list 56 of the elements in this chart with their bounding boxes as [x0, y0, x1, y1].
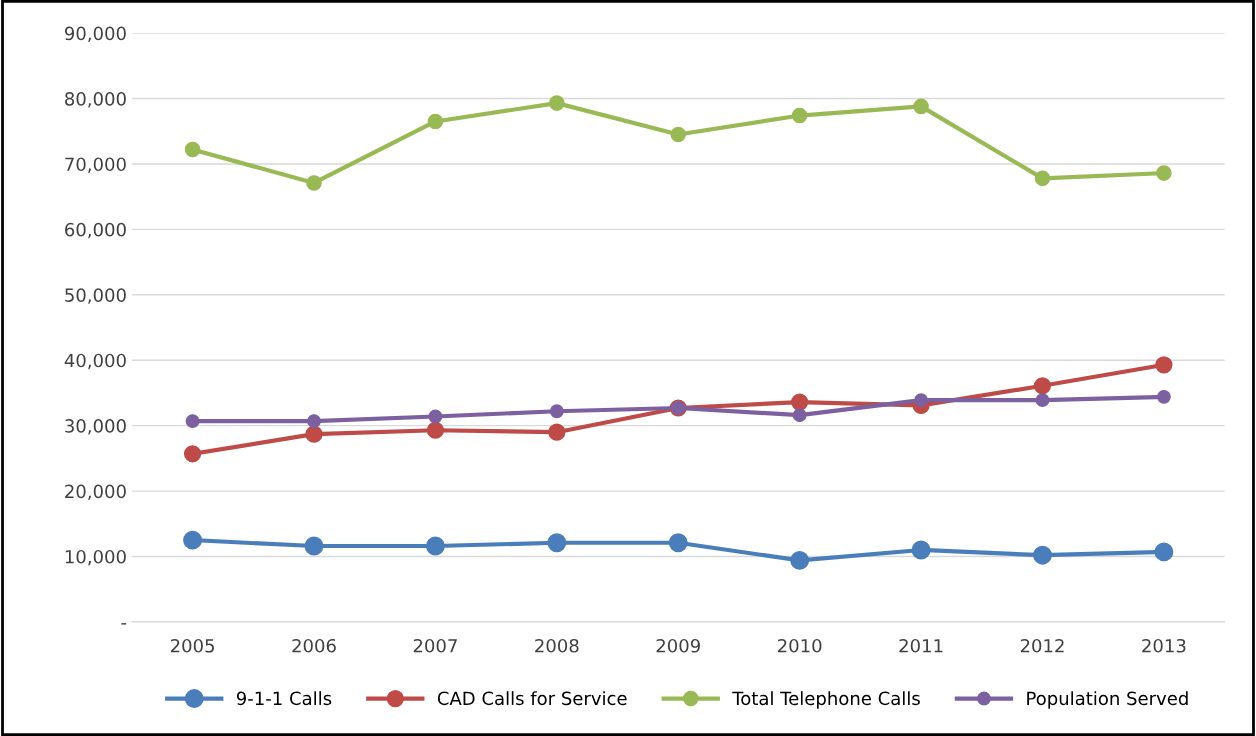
point [305, 425, 323, 443]
point [1033, 545, 1052, 565]
x-tick-label: 2007 [413, 638, 457, 653]
y-tick-label: 90,000 [64, 26, 126, 43]
point [914, 393, 929, 408]
point [1155, 356, 1173, 374]
legend-label: CAD Calls for Service [437, 691, 627, 706]
point [427, 113, 444, 130]
point [426, 421, 445, 439]
y-tick-label: 60,000 [65, 222, 126, 239]
legend-label: 9-1-1 Calls [236, 691, 332, 706]
x-tick-label: 2009 [656, 638, 700, 653]
point [1154, 542, 1174, 562]
point [1156, 165, 1172, 181]
point [791, 107, 808, 124]
point [549, 95, 565, 111]
point [1034, 170, 1051, 187]
y-tick-label: 80,000 [65, 92, 126, 108]
point [1035, 393, 1050, 408]
point [183, 445, 202, 463]
y-tick-label: 10,000 [65, 549, 126, 566]
point [306, 175, 322, 191]
y-tick-label: 30,000 [65, 419, 126, 435]
point [1033, 377, 1052, 395]
legend-label: Total Telephone Calls [732, 691, 920, 709]
x-tick-label: 2008 [535, 638, 579, 653]
point [185, 414, 200, 429]
y-tick-label: 50,000 [65, 288, 126, 304]
y-tick-label: - [121, 623, 127, 625]
x-tick-label: 2006 [292, 638, 336, 653]
x-tick-label: 2012 [1020, 638, 1064, 653]
y-tick-label: 20,000 [65, 484, 126, 501]
x-tick-label: 2013 [1142, 638, 1186, 653]
point [668, 533, 688, 553]
point [547, 533, 567, 553]
x-tick-label: 2010 [778, 638, 822, 653]
legend-label: Population Served [1027, 691, 1188, 709]
point [304, 536, 324, 556]
point [911, 540, 931, 560]
point [790, 550, 810, 570]
point [307, 414, 321, 429]
x-tick-label: 2011 [899, 638, 943, 653]
point [548, 423, 566, 441]
point [913, 98, 929, 115]
y-tick-label: 40,000 [64, 353, 126, 370]
point [183, 530, 203, 550]
point [1156, 389, 1171, 404]
y-tick-label: 70,000 [65, 157, 126, 173]
point [549, 404, 564, 419]
x-tick-label: 2005 [170, 638, 214, 653]
point [791, 393, 809, 411]
point [792, 408, 807, 423]
point [428, 409, 443, 424]
point [184, 141, 201, 158]
point [670, 126, 687, 143]
point [425, 536, 445, 556]
